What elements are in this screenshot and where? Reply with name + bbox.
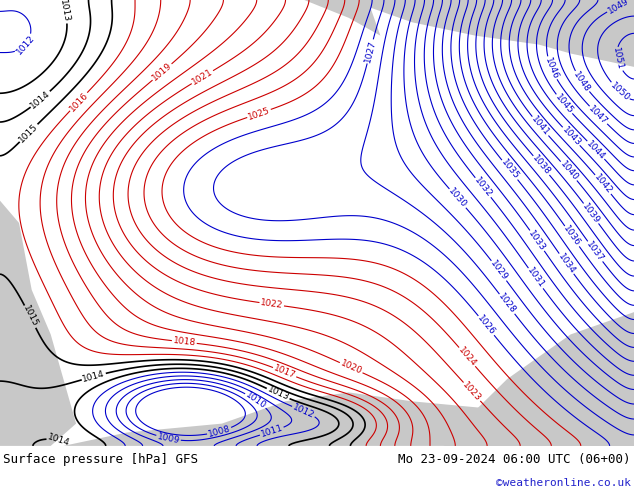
Text: 1014: 1014 (46, 433, 71, 448)
Text: 1025: 1025 (247, 105, 271, 122)
Text: 1014: 1014 (82, 369, 106, 384)
Text: 1031: 1031 (526, 266, 546, 290)
Text: 1048: 1048 (572, 70, 592, 94)
Text: 1013: 1013 (58, 0, 72, 24)
Text: 1047: 1047 (587, 104, 609, 126)
Text: 1034: 1034 (556, 252, 577, 276)
Text: 1013: 1013 (266, 385, 290, 403)
Text: 1042: 1042 (592, 173, 614, 196)
Text: 1051: 1051 (611, 47, 624, 72)
Polygon shape (304, 0, 380, 36)
Text: 1026: 1026 (476, 314, 497, 337)
Text: 1021: 1021 (190, 67, 214, 87)
Text: Mo 23-09-2024 06:00 UTC (06+00): Mo 23-09-2024 06:00 UTC (06+00) (398, 453, 631, 466)
Text: 1039: 1039 (581, 201, 602, 225)
Text: 1050: 1050 (608, 80, 631, 102)
Polygon shape (0, 201, 76, 446)
Text: 1027: 1027 (363, 39, 377, 64)
Text: 1011: 1011 (259, 423, 284, 439)
Text: 1035: 1035 (499, 158, 521, 182)
Text: 1020: 1020 (339, 359, 363, 376)
Text: 1022: 1022 (260, 298, 283, 310)
Text: 1038: 1038 (531, 154, 552, 177)
Text: 1040: 1040 (558, 159, 579, 183)
Text: 1009: 1009 (156, 432, 181, 445)
Text: 1046: 1046 (543, 56, 560, 80)
Text: 1030: 1030 (447, 187, 469, 210)
Text: 1017: 1017 (272, 364, 297, 381)
Text: 1015: 1015 (21, 304, 39, 329)
Text: 1028: 1028 (496, 292, 517, 316)
Text: 1029: 1029 (488, 259, 510, 283)
Text: 1041: 1041 (529, 115, 551, 138)
Text: 1024: 1024 (456, 345, 478, 368)
Text: 1016: 1016 (67, 90, 90, 113)
Polygon shape (444, 312, 634, 446)
Text: 1019: 1019 (150, 61, 174, 83)
Text: 1012: 1012 (291, 402, 316, 420)
Text: 1015: 1015 (17, 122, 40, 145)
Text: 1033: 1033 (527, 229, 547, 253)
Text: 1043: 1043 (560, 125, 582, 148)
Text: 1044: 1044 (585, 139, 607, 161)
Text: Surface pressure [hPa] GFS: Surface pressure [hPa] GFS (3, 453, 198, 466)
Text: 1023: 1023 (461, 380, 483, 403)
Polygon shape (0, 392, 634, 446)
Text: 1018: 1018 (172, 336, 197, 348)
Text: 1037: 1037 (585, 240, 605, 263)
Text: ©weatheronline.co.uk: ©weatheronline.co.uk (496, 478, 631, 488)
Text: 1045: 1045 (553, 93, 575, 116)
Text: 1008: 1008 (207, 424, 231, 439)
Text: 1036: 1036 (562, 224, 583, 248)
Text: 1049: 1049 (606, 0, 630, 16)
Text: 1010: 1010 (244, 390, 268, 411)
Polygon shape (349, 0, 634, 67)
Text: 1014: 1014 (29, 89, 52, 110)
Text: 1012: 1012 (14, 33, 36, 56)
Text: 1032: 1032 (472, 176, 494, 199)
